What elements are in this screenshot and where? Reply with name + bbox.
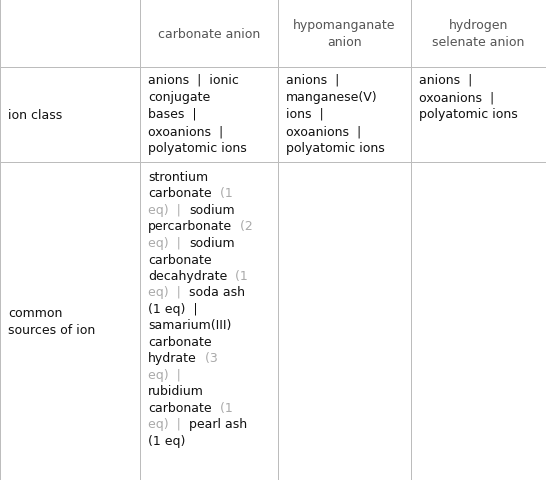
Bar xyxy=(140,0,278,68)
Text: eq)  |: eq) | xyxy=(148,368,181,381)
Text: (1 eq)  |: (1 eq) | xyxy=(148,302,198,315)
Text: (2: (2 xyxy=(232,220,253,233)
Bar xyxy=(411,0,546,68)
Text: common
sources of ion: common sources of ion xyxy=(8,307,95,336)
Text: soda ash: soda ash xyxy=(189,286,245,299)
Text: sodium: sodium xyxy=(189,204,234,216)
Text: eq)  |: eq) | xyxy=(148,237,189,250)
Text: pearl ash: pearl ash xyxy=(189,418,247,431)
Text: carbonate: carbonate xyxy=(148,336,212,348)
Bar xyxy=(278,68,411,163)
Text: anions  |  ionic
conjugate
bases  |
oxoanions  |
polyatomic ions: anions | ionic conjugate bases | oxoanio… xyxy=(148,74,247,155)
Text: carbonate: carbonate xyxy=(148,253,212,266)
Text: carbonate: carbonate xyxy=(148,187,212,200)
Text: carbonate anion: carbonate anion xyxy=(158,27,260,40)
Text: strontium: strontium xyxy=(148,171,208,184)
Bar xyxy=(0,68,140,163)
Bar xyxy=(0,0,140,68)
Text: hydrogen
selenate anion: hydrogen selenate anion xyxy=(432,19,525,48)
Bar xyxy=(278,0,411,68)
Text: carbonate: carbonate xyxy=(148,401,212,414)
Text: hypomanganate
anion: hypomanganate anion xyxy=(293,19,396,48)
Bar xyxy=(140,68,278,163)
Text: (1: (1 xyxy=(227,269,248,282)
Text: (1 eq): (1 eq) xyxy=(148,434,186,447)
Text: anions  |
oxoanions  |
polyatomic ions: anions | oxoanions | polyatomic ions xyxy=(419,74,518,121)
Text: (1: (1 xyxy=(212,401,233,414)
Bar xyxy=(411,163,546,480)
Text: sodium: sodium xyxy=(189,237,234,250)
Text: eq)  |: eq) | xyxy=(148,204,189,216)
Text: ion class: ion class xyxy=(8,109,62,122)
Bar xyxy=(0,163,140,480)
Bar xyxy=(278,163,411,480)
Text: eq)  |: eq) | xyxy=(148,418,189,431)
Text: decahydrate: decahydrate xyxy=(148,269,227,282)
Text: samarium(III): samarium(III) xyxy=(148,319,232,332)
Text: (3: (3 xyxy=(197,352,217,365)
Bar xyxy=(140,163,278,480)
Text: hydrate: hydrate xyxy=(148,352,197,365)
Text: percarbonate: percarbonate xyxy=(148,220,232,233)
Text: rubidium: rubidium xyxy=(148,384,204,397)
Text: eq)  |: eq) | xyxy=(148,286,189,299)
Text: (1: (1 xyxy=(212,187,233,200)
Text: anions  |
manganese(V)
ions  |
oxoanions  |
polyatomic ions: anions | manganese(V) ions | oxoanions |… xyxy=(286,74,385,155)
Bar xyxy=(411,68,546,163)
